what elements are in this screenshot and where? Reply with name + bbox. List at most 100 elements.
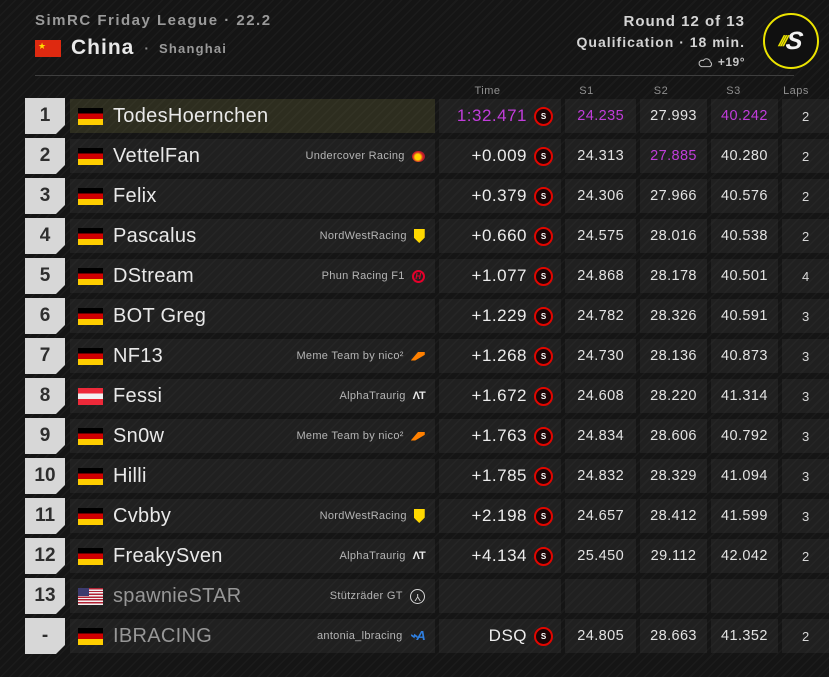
s3-cell: 40.280 <box>710 139 779 173</box>
s2-cell: 28.663 <box>640 619 707 653</box>
driver-cell: VettelFan Undercover Racing <box>70 139 435 173</box>
team-name: antonia_lbracing <box>316 630 403 642</box>
s3-value: 42.042 <box>721 548 768 564</box>
laps-cell: 2 <box>782 539 829 573</box>
time-cell: 1:32.471 S <box>438 99 562 133</box>
time-cell: +0.379 S <box>438 179 562 213</box>
driver-name: Fessi <box>113 384 163 407</box>
team: NordWestRacing <box>320 509 425 523</box>
row-bar: Sn0w Meme Team by nico² +1.763 S 24.834 … <box>70 419 829 453</box>
row-bar: IBRACING antonia_lbracing DSQ S 24.805 2… <box>70 619 829 653</box>
team-name: Phun Racing F1 <box>321 270 405 282</box>
team-name: Undercover Racing <box>305 150 405 162</box>
s3-value: 40.792 <box>721 428 768 444</box>
country-flag-icon <box>78 467 103 485</box>
laps-value: 4 <box>801 268 810 284</box>
laps-cell <box>782 579 829 613</box>
table-row: 9 Sn0w Meme Team by nico² +1.763 S 24.83… <box>0 419 829 453</box>
time-value: +1.763 <box>471 426 528 445</box>
s3-cell: 40.873 <box>710 339 779 373</box>
s-badge-icon: S <box>534 346 554 366</box>
team-name: Meme Team by nico² <box>296 350 404 362</box>
country-flag-icon <box>78 307 103 325</box>
driver-cell: Felix <box>70 179 435 213</box>
laps-value: 2 <box>801 188 810 204</box>
position-badge: 8 <box>25 378 65 414</box>
s1-cell: 25.450 <box>565 539 637 573</box>
driver-cell: Cvbby NordWestRacing <box>70 499 435 533</box>
laps-cell: 2 <box>782 139 829 173</box>
laps-value: 2 <box>801 628 810 644</box>
s1-cell: 24.657 <box>565 499 637 533</box>
position-badge: 7 <box>25 338 65 374</box>
row-bar: DStream Phun Racing F1 +1.077 S 24.868 2… <box>70 259 829 293</box>
s3-cell: 41.094 <box>710 459 779 493</box>
driver-cell: Hilli <box>70 459 435 493</box>
weather: +19° <box>577 55 745 69</box>
driver-cell: BOT Greg <box>70 299 435 333</box>
s2-cell: 28.136 <box>640 339 707 373</box>
country-flag-icon <box>78 587 103 605</box>
table-row: 3 Felix +0.379 S 24.306 <box>0 179 829 213</box>
laps-value: 3 <box>801 508 810 524</box>
row-bar: Cvbby NordWestRacing +2.198 S 24.657 28.… <box>70 499 829 533</box>
time-cell: DSQ S <box>438 619 562 653</box>
team-logo-icon <box>409 588 425 604</box>
team-logo-icon <box>410 628 425 644</box>
s-badge-icon: S <box>534 506 554 526</box>
position-badge: - <box>25 618 65 654</box>
s3-value: 41.094 <box>721 468 768 484</box>
table-row: 5 DStream Phun Racing F1 +1.077 S 24.868 <box>0 259 829 293</box>
s2-value: 28.412 <box>650 508 697 524</box>
position-badge: 10 <box>25 458 65 494</box>
team-logo-icon <box>413 550 425 562</box>
s3-cell: 41.599 <box>710 499 779 533</box>
team-name: NordWestRacing <box>319 510 407 522</box>
driver-name: Sn0w <box>113 424 165 447</box>
s2-cell <box>640 579 707 613</box>
col-time: Time <box>474 85 501 97</box>
s2-cell: 28.220 <box>640 379 707 413</box>
time-value: +0.379 <box>471 186 528 205</box>
team-name: AlphaTraurig <box>339 390 406 402</box>
table-row: 2 VettelFan Undercover Racing +0.009 S 2… <box>0 139 829 173</box>
cloud-icon <box>698 57 712 67</box>
s3-cell <box>710 579 779 613</box>
team-logo-icon <box>413 509 425 523</box>
team-name: Stützräder GT <box>329 590 403 602</box>
s1-cell <box>565 579 637 613</box>
time-cell <box>438 579 562 613</box>
s3-value: 40.873 <box>721 348 768 364</box>
s1-value: 24.306 <box>577 188 625 204</box>
time-cell: +1.077 S <box>438 259 562 293</box>
laps-cell: 3 <box>782 379 829 413</box>
driver-name: VettelFan <box>113 144 201 167</box>
time-cell: +0.660 S <box>438 219 562 253</box>
col-s3: S3 <box>726 85 741 97</box>
s3-cell: 40.242 <box>710 99 779 133</box>
laps-value: 2 <box>801 228 810 244</box>
team: NordWestRacing <box>320 229 425 243</box>
s3-cell: 40.591 <box>710 299 779 333</box>
position-badge: 4 <box>25 218 65 254</box>
row-bar: TodesHoernchen 1:32.471 S 24.235 27.993 <box>70 99 829 133</box>
time-value: +1.268 <box>471 346 528 365</box>
s2-value: 28.606 <box>650 428 697 444</box>
driver-name: spawnieSTAR <box>113 584 242 607</box>
team-logo-icon <box>410 351 425 361</box>
position-badge: 1 <box>25 98 65 134</box>
s1-cell: 24.235 <box>565 99 637 133</box>
time-value: +4.134 <box>471 546 528 565</box>
team-logo-icon <box>410 431 425 441</box>
laps-cell: 3 <box>782 339 829 373</box>
s1-cell: 24.868 <box>565 259 637 293</box>
row-bar: Pascalus NordWestRacing +0.660 S 24.575 … <box>70 219 829 253</box>
separator-dot: · <box>144 40 150 56</box>
time-cell: +4.134 S <box>438 539 562 573</box>
driver-name: DStream <box>113 264 195 287</box>
s1-cell: 24.306 <box>565 179 637 213</box>
table-row: 12 FreakySven AlphaTraurig +4.134 S 25.4… <box>0 539 829 573</box>
s3-value: 41.599 <box>721 508 768 524</box>
team-logo-icon <box>411 150 425 162</box>
